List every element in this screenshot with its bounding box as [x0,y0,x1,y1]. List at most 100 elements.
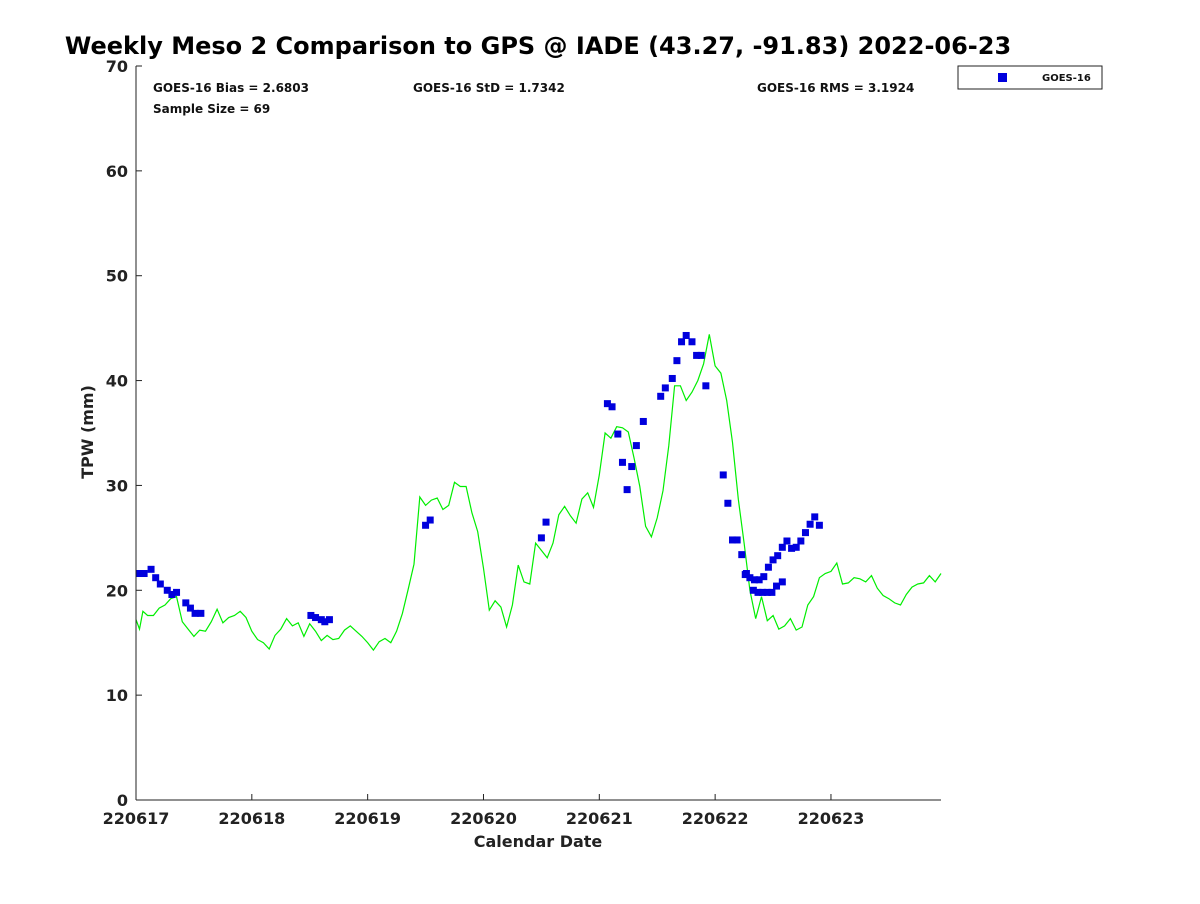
goes-data-point [741,571,749,579]
goes-data-point [738,551,746,559]
goes-data-point [173,588,181,596]
goes-data-point [614,430,622,438]
goes-data-point [797,537,805,545]
goes-data-point [755,576,763,584]
goes-data-point [168,590,176,598]
goes-data-point [724,499,732,507]
y-tick-label: 60 [106,162,128,181]
goes-data-point [764,563,772,571]
goes-data-point [325,616,333,624]
goes-data-point [801,529,809,537]
y-axis-label: TPW (mm) [78,385,97,479]
x-tick-label: 220619 [334,809,401,828]
goes-data-point [163,586,171,594]
legend-label-goes: GOES-16 [1042,73,1091,84]
goes-data-point [657,392,665,400]
goes-data-point [618,458,626,466]
goes-data-point [719,471,727,479]
goes-data-point [312,614,320,622]
goes-data-point [746,574,754,582]
goes-data-point [307,611,315,619]
goes-data-point [773,582,781,590]
y-tick-label: 50 [106,267,128,286]
goes-data-point [729,536,737,544]
bias-stat: GOES-16 Bias = 2.6803 [153,81,309,95]
goes-data-point [661,384,669,392]
chart-title: Weekly Meso 2 Comparison to GPS @ IADE (… [65,32,1011,60]
goes-data-point [135,570,143,578]
goes-data-point [749,586,757,594]
goes-data-point [673,357,681,365]
y-tick-label: 20 [106,581,128,600]
goes-data-point [668,374,676,382]
gps-series-line [135,334,942,652]
goes-data-point [321,618,329,626]
rms-stat: GOES-16 RMS = 3.1924 [757,81,914,95]
goes-series-marker-group [135,331,823,626]
gps-series-line-group [135,334,942,652]
goes-data-point [763,588,771,596]
x-tick-label: 220621 [566,809,633,828]
goes-data-point [603,400,611,408]
y-tick-label: 30 [106,476,128,495]
goes-data-point [639,417,647,425]
legend-marker-goes [998,73,1007,82]
goes-data-point [628,463,636,471]
std-stat: GOES-16 StD = 1.7342 [413,81,565,95]
goes-data-point [769,556,777,564]
goes-data-point [186,604,194,612]
axes-group: 0 10 20 30 40 50 60 70 220617 220618 220619 220620 2… [103,57,941,828]
goes-data-point [632,442,640,450]
goes-data-point [182,599,190,607]
y-tick-label: 70 [106,57,128,76]
x-tick-label: 220617 [103,809,170,828]
goes-data-point [197,609,205,617]
y-tick-label: 10 [106,686,128,705]
goes-data-point [678,338,686,346]
x-tick-label: 220618 [218,809,285,828]
goes-data-point [697,351,705,359]
goes-data-point [760,573,768,581]
legend: GOES-16 [957,65,1103,90]
goes-data-point [733,536,741,544]
goes-data-point [426,516,434,524]
goes-data-point [682,331,690,339]
goes-data-point [191,609,199,617]
goes-data-point [688,338,696,346]
goes-data-point [792,543,800,551]
sample-size-stat: Sample Size = 69 [153,102,270,116]
goes-data-point [778,578,786,586]
x-tick-label: 220620 [450,809,517,828]
y-tick-label: 0 [117,791,128,810]
goes-data-point [422,521,430,529]
goes-data-point [608,403,616,411]
goes-data-point [751,576,759,584]
goes-data-point [702,382,710,390]
goes-data-point [537,534,545,542]
goes-data-point [774,552,782,560]
goes-data-point [759,588,767,596]
goes-data-point [542,518,550,526]
x-axis-label: Calendar Date [474,832,603,851]
goes-data-point [156,580,164,588]
y-tick-label: 40 [106,372,128,391]
goes-data-point [140,570,148,578]
goes-data-point [811,513,819,521]
goes-data-point [147,565,155,573]
goes-data-point [788,544,796,552]
x-tick-label: 220623 [798,809,865,828]
goes-data-point [815,521,823,529]
goes-data-point [778,543,786,551]
goes-data-point [806,520,814,528]
goes-data-point [783,537,791,545]
goes-data-point [768,588,776,596]
x-tick-label: 220622 [682,809,749,828]
legend-box [957,65,1103,90]
goes-data-point [693,351,701,359]
goes-data-point [754,588,762,596]
goes-data-point [152,574,160,582]
goes-data-point [623,486,631,494]
